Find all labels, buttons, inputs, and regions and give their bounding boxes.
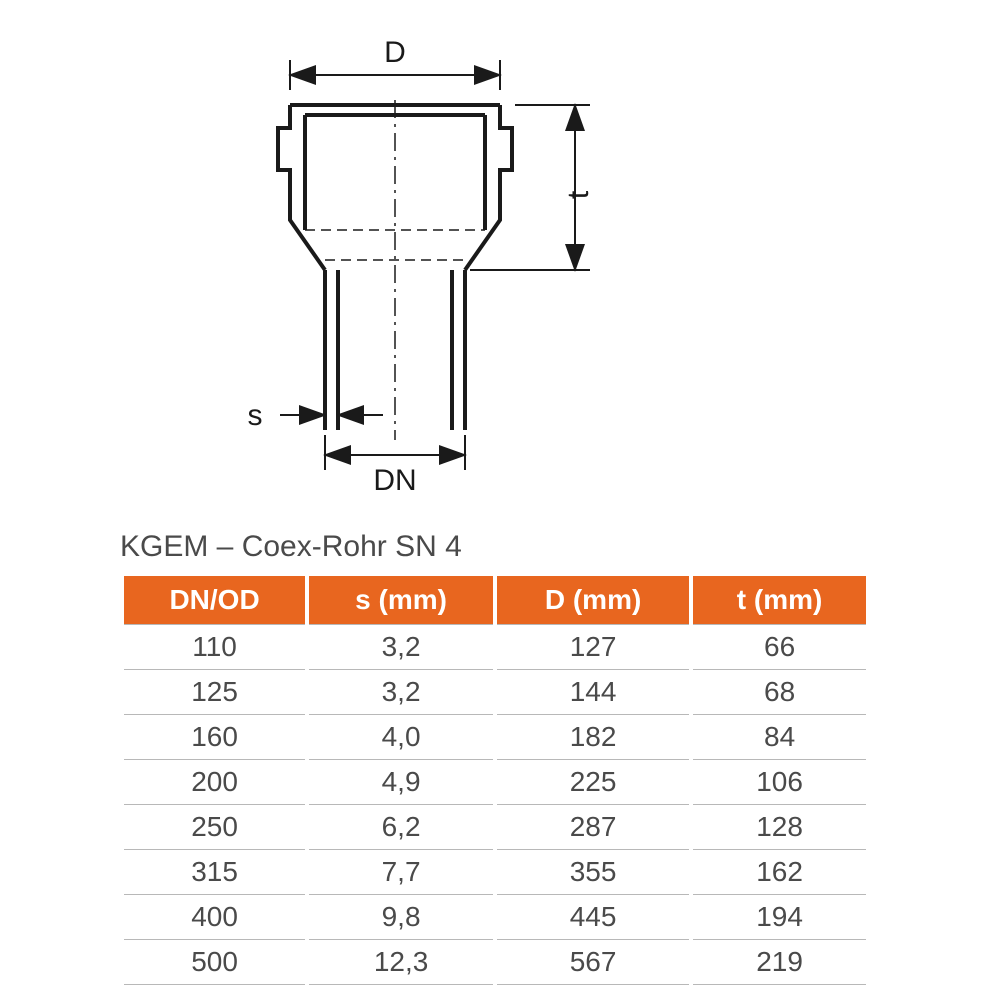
table-cell: 106 xyxy=(693,760,866,805)
table-row: 3157,7355162 xyxy=(124,850,866,895)
dim-label-DN: DN xyxy=(373,464,416,497)
table-row: 1253,214468 xyxy=(124,670,866,715)
pipe-diagram: D t DN s xyxy=(170,30,720,500)
table-cell: 125 xyxy=(124,670,305,715)
table-cell: 127 xyxy=(497,624,689,670)
table-row: 4009,8445194 xyxy=(124,895,866,940)
table-cell: 567 xyxy=(497,940,689,985)
table-cell: 6,2 xyxy=(309,805,493,850)
spec-table-area: KGEM – Coex-Rohr SN 4 DN/OD s (mm) D (mm… xyxy=(120,530,870,985)
table-cell: 287 xyxy=(497,805,689,850)
table-cell: 500 xyxy=(124,940,305,985)
table-cell: 3,2 xyxy=(309,670,493,715)
table-cell: 66 xyxy=(693,624,866,670)
table-cell: 4,0 xyxy=(309,715,493,760)
table-cell: 225 xyxy=(497,760,689,805)
table-row: 1103,212766 xyxy=(124,624,866,670)
table-cell: 400 xyxy=(124,895,305,940)
table-cell: 4,9 xyxy=(309,760,493,805)
table-title: KGEM – Coex-Rohr SN 4 xyxy=(120,530,870,564)
table-cell: 7,7 xyxy=(309,850,493,895)
col-header: s (mm) xyxy=(309,576,493,624)
table-cell: 110 xyxy=(124,624,305,670)
table-cell: 12,3 xyxy=(309,940,493,985)
col-header: D (mm) xyxy=(497,576,689,624)
table-cell: 160 xyxy=(124,715,305,760)
table-header-row: DN/OD s (mm) D (mm) t (mm) xyxy=(124,576,866,624)
dim-label-D: D xyxy=(384,36,406,69)
table-cell: 128 xyxy=(693,805,866,850)
table-cell: 200 xyxy=(124,760,305,805)
table-cell: 315 xyxy=(124,850,305,895)
dim-label-s: s xyxy=(248,399,263,432)
table-row: 2004,9225106 xyxy=(124,760,866,805)
table-row: 1604,018284 xyxy=(124,715,866,760)
table-cell: 68 xyxy=(693,670,866,715)
table-cell: 162 xyxy=(693,850,866,895)
table-cell: 3,2 xyxy=(309,624,493,670)
table-cell: 355 xyxy=(497,850,689,895)
spec-table: DN/OD s (mm) D (mm) t (mm) 1103,21276612… xyxy=(120,576,870,985)
table-cell: 9,8 xyxy=(309,895,493,940)
table-cell: 194 xyxy=(693,895,866,940)
table-cell: 219 xyxy=(693,940,866,985)
table-row: 2506,2287128 xyxy=(124,805,866,850)
col-header: t (mm) xyxy=(693,576,866,624)
table-row: 50012,3567219 xyxy=(124,940,866,985)
table-cell: 144 xyxy=(497,670,689,715)
table-cell: 445 xyxy=(497,895,689,940)
table-cell: 182 xyxy=(497,715,689,760)
table-cell: 250 xyxy=(124,805,305,850)
dim-label-t: t xyxy=(562,190,595,199)
col-header: DN/OD xyxy=(124,576,305,624)
table-cell: 84 xyxy=(693,715,866,760)
